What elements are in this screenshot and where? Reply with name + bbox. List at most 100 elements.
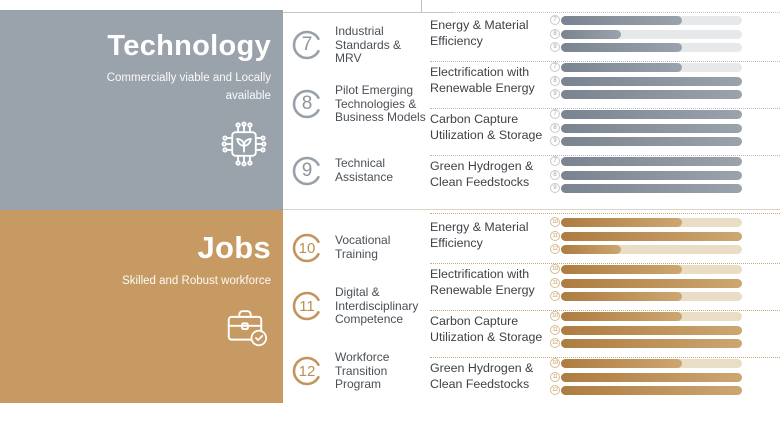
driver-label: Vocational Training xyxy=(335,233,391,261)
category-label: Green Hydrogen & Clean Feedstocks xyxy=(430,159,534,189)
bar-number-badge: 10 xyxy=(550,358,560,368)
bar-row: 11 xyxy=(548,371,742,382)
bar-row: 9 xyxy=(548,42,742,52)
bar-group: 10 11 12 xyxy=(548,311,742,348)
bar-fill xyxy=(561,90,742,99)
bar-number-badge: 12 xyxy=(550,338,560,348)
bar-fill xyxy=(561,231,742,241)
bar-number-badge: 10 xyxy=(550,264,560,274)
category-electrification-renewable: Electrification with Renewable Energy 7 … xyxy=(430,62,780,99)
bar-number-badge: 9 xyxy=(550,183,560,193)
bar-row: 9 xyxy=(548,183,742,193)
bar-fill xyxy=(561,43,683,52)
driver-number: 7 xyxy=(301,34,313,56)
bar-row: 8 xyxy=(548,28,742,39)
bar-number-badge: 8 xyxy=(550,169,560,180)
category-label: Green Hydrogen & Clean Feedstocks xyxy=(430,361,534,391)
dotted-separator xyxy=(430,108,780,109)
bar-row: 10 xyxy=(548,358,742,368)
section-divider-line xyxy=(283,209,780,210)
bar-row: 11 xyxy=(548,277,742,288)
bar-row: 9 xyxy=(548,89,742,99)
driver-number: 8 xyxy=(301,93,313,115)
category-label: Energy & Material Efficiency xyxy=(430,18,529,48)
bar-number-badge: 12 xyxy=(550,385,560,395)
dotted-separator xyxy=(430,263,780,264)
bar-fill xyxy=(561,123,742,133)
top-rule xyxy=(283,12,452,13)
bar-number-badge: 9 xyxy=(550,42,560,52)
bar-row: 8 xyxy=(548,75,742,86)
bar-row: 10 xyxy=(548,217,742,227)
bar-fill xyxy=(561,312,683,321)
bar-number-badge: 8 xyxy=(550,75,560,86)
jobs-title: Jobs xyxy=(197,230,271,265)
number-arc-7: 7 xyxy=(292,30,322,60)
bar-fill xyxy=(561,339,742,348)
bar-fill xyxy=(561,292,683,301)
driver-item-11: 11 Digital & Interdisciplinary Competenc… xyxy=(292,285,427,327)
category-label: Electrification with Renewable Energy xyxy=(430,65,535,95)
technology-panel: Technology Commercially viable and Local… xyxy=(0,10,283,210)
bar-fill xyxy=(561,386,742,395)
bar-fill xyxy=(561,170,742,180)
number-arc-12: 12 xyxy=(292,356,322,386)
bar-number-badge: 12 xyxy=(550,244,560,254)
driver-number: 9 xyxy=(301,160,313,181)
bar-number-badge: 8 xyxy=(550,122,560,133)
bar-row: 12 xyxy=(548,244,742,254)
bar-row: 11 xyxy=(548,230,742,241)
category-label: Electrification with Renewable Energy xyxy=(430,267,535,297)
bar-number-badge: 10 xyxy=(550,311,560,321)
category-carbon-capture: Carbon Capture Utilization & Storage 10 … xyxy=(430,311,780,348)
bar-number-badge: 10 xyxy=(550,217,560,227)
bar-number-badge: 7 xyxy=(550,15,560,25)
bar-number-badge: 11 xyxy=(550,371,560,382)
bar-fill xyxy=(561,63,683,72)
number-arc-11: 11 xyxy=(292,291,322,321)
bar-row: 7 xyxy=(548,156,742,166)
driver-item-8: 8 Pilot Emerging Technologies & Business… xyxy=(292,83,427,125)
driver-number: 11 xyxy=(299,297,315,315)
technology-title: Technology xyxy=(107,30,271,62)
bar-number-badge: 11 xyxy=(550,277,560,288)
driver-label: Technical Assistance xyxy=(335,156,394,184)
bar-fill xyxy=(561,137,742,146)
dotted-separator xyxy=(430,155,780,156)
driver-item-12: 12 Workforce Transition Program xyxy=(292,350,427,392)
bar-group: 7 8 9 xyxy=(548,62,742,99)
bar-fill xyxy=(561,278,742,288)
bar-number-badge: 7 xyxy=(550,62,560,72)
bar-fill xyxy=(561,265,683,274)
bar-fill xyxy=(561,218,683,227)
driver-number: 10 xyxy=(298,239,316,257)
dotted-separator xyxy=(430,357,780,358)
bar-group: 10 11 12 xyxy=(548,358,742,395)
category-energy-material-efficiency: Energy & Material Efficiency 7 8 9 xyxy=(430,15,780,52)
bar-row: 9 xyxy=(548,136,742,146)
bar-row: 7 xyxy=(548,109,742,119)
bar-fill xyxy=(561,157,742,166)
category-carbon-capture: Carbon Capture Utilization & Storage 7 8… xyxy=(430,109,780,146)
bar-fill xyxy=(561,359,683,368)
bar-number-badge: 9 xyxy=(550,136,560,146)
dotted-separator xyxy=(430,213,780,214)
bar-fill xyxy=(561,29,621,39)
category-green-hydrogen: Green Hydrogen & Clean Feedstocks 10 11 … xyxy=(430,358,780,395)
driver-label: Industrial Standards & MRV xyxy=(335,24,402,66)
category-green-hydrogen: Green Hydrogen & Clean Feedstocks 7 8 9 xyxy=(430,156,780,193)
bar-group: 10 11 12 xyxy=(548,264,742,301)
bar-fill xyxy=(561,184,742,193)
bar-number-badge: 7 xyxy=(550,156,560,166)
chip-plant-icon xyxy=(217,117,271,176)
bar-fill xyxy=(561,76,742,86)
category-electrification-renewable: Electrification with Renewable Energy 10… xyxy=(430,264,780,301)
dotted-separator xyxy=(430,310,780,311)
bar-number-badge: 7 xyxy=(550,109,560,119)
bar-row: 8 xyxy=(548,122,742,133)
driver-label: Digital & Interdisciplinary Competence xyxy=(335,285,419,327)
bar-number-badge: 9 xyxy=(550,89,560,99)
bar-group: 7 8 9 xyxy=(548,156,742,193)
driver-item-9: 9 Technical Assistance xyxy=(292,156,427,186)
